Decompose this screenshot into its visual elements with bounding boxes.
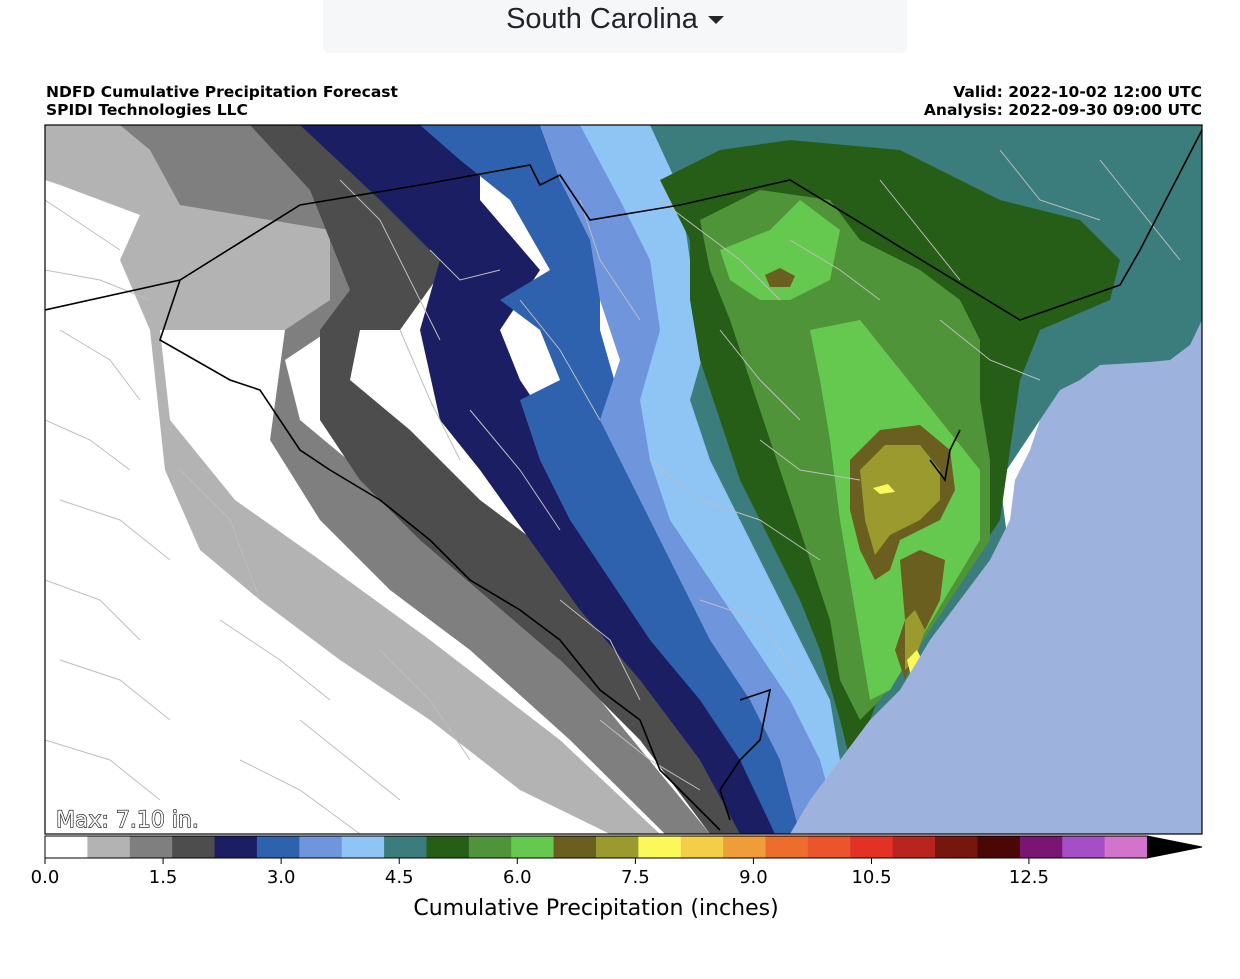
colorbar-outline [44,835,1203,859]
colorbar-segment [426,836,470,858]
colorbar-label: Cumulative Precipitation (inches) [413,896,778,921]
colorbar-segment [892,836,936,858]
map-header-right: Valid: 2022-10-02 12:00 UTC Analysis: 20… [924,83,1202,119]
chevron-down-icon [707,15,724,24]
colorbar-segment [1019,836,1063,858]
colorbar-segment [1062,836,1106,858]
colorbar-segment [723,836,767,858]
colorbar-segment [553,836,597,858]
precip-band-6-5 [860,445,940,670]
valid-time: Valid: 2022-10-02 12:00 UTC [953,83,1202,101]
precip-band-2-5 [420,125,820,834]
map-frame [44,124,1203,835]
colorbar-segment [1104,836,1148,858]
state-borders [45,129,1202,831]
colorbar-segment [468,836,512,858]
colorbar-extend-arrow [1147,836,1202,858]
colorbar-segment [341,836,385,858]
colorbar-segment [850,836,894,858]
ocean [790,320,1202,834]
colorbar-segment [638,836,682,858]
colorbar-tick-label: 10.5 [851,867,891,888]
colorbar-segment [935,836,978,858]
colorbar-segment [172,836,216,858]
colorbar-segment [680,836,724,858]
colorbar-segment [596,836,639,858]
colorbar-tick-label: 3.0 [267,867,296,888]
colorbar-segment [256,836,300,858]
colorbar-segment [87,836,131,858]
colorbar-segment [765,836,809,858]
colorbar-segment [384,836,427,858]
analysis-time: Analysis: 2022-09-30 09:00 UTC [923,101,1202,119]
colorbar-segment [45,836,88,858]
precip-band-2-0 [300,125,780,834]
colorbar-segment [511,836,555,858]
colorbar-tick-label: 7.5 [621,867,650,888]
state-selector-label: South Carolina [506,3,698,35]
precip-band-6-0 [765,268,955,680]
map-header-left: NDFD Cumulative Precipitation Forecast S… [46,83,398,119]
colorbar-tick-label: 4.5 [385,867,414,888]
precip-band-0-5 [45,125,660,834]
colorbar-segment [807,836,851,858]
colorbar-tick-label: 9.0 [739,867,768,888]
precip-band-7-0 [873,484,922,680]
colorbar-tick-label: 0.0 [31,867,60,888]
colorbar-segment [977,836,1021,858]
colorbar-tick-label: 12.5 [1009,867,1049,888]
colorbar-segment [299,836,343,858]
precip-map [45,125,1202,834]
county-lines [45,149,1181,834]
colorbar-tick-label: 1.5 [149,867,178,888]
max-label: Max: 7.10 in. [56,808,199,833]
colorbar-segment [214,836,258,858]
map-org: SPIDI Technologies LLC [46,101,248,119]
colorbar-segment [129,836,173,858]
map-title: NDFD Cumulative Precipitation Forecast [46,83,398,101]
state-selector-dropdown[interactable]: South Carolina [323,0,907,53]
colorbar: 0.0 1.5 3.0 4.5 6.0 7.5 9.0 10.5 12.5 [31,835,1203,888]
colorbar-tick-label: 6.0 [503,867,532,888]
